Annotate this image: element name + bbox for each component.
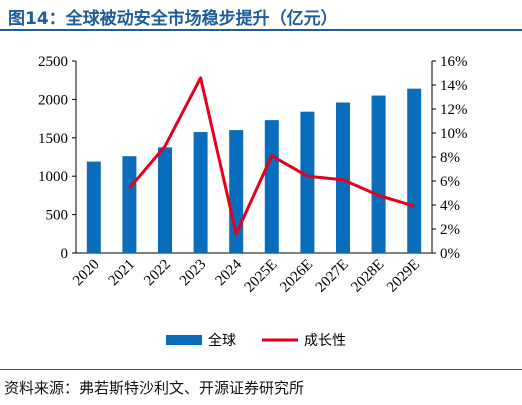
x-tick-label: 2026E	[277, 257, 316, 296]
source-note: 资料来源：弗若斯特沙利文、开源证券研究所	[4, 379, 305, 397]
footer-divider	[0, 369, 522, 370]
right-y-tick-label: 12%	[440, 102, 468, 118]
bar	[300, 111, 315, 253]
bar-series	[86, 88, 422, 253]
right-y-tick-label: 16%	[440, 54, 468, 70]
x-tick-labels: 2020 2021 2022 2023 20242025E2026E2027E2028E…	[70, 256, 423, 295]
x-tick-label: 2027E	[313, 257, 352, 296]
left-y-tick-labels: 0 500 1000 1500 2000 2500	[38, 54, 68, 262]
legend-line-label: 成长性	[304, 333, 346, 349]
left-y-tick-label: 1500	[38, 131, 68, 147]
x-tick-label: 2022	[141, 257, 174, 290]
right-y-tick-label: 2%	[440, 222, 460, 238]
right-y-tick-label: 4%	[440, 198, 460, 214]
bar	[193, 132, 208, 253]
left-y-tick-label: 2000	[38, 92, 68, 108]
bar	[336, 102, 350, 253]
bar	[158, 147, 172, 253]
left-y-tick-label: 500	[46, 208, 69, 224]
bar	[86, 161, 101, 253]
bar	[371, 95, 386, 253]
legend: 全球 成长性	[166, 332, 346, 349]
x-tick-label: 2028E	[348, 257, 387, 296]
left-y-tick-label: 2500	[38, 54, 68, 70]
x-tick-label: 2023	[177, 257, 210, 290]
legend-bar-label: 全球	[208, 332, 236, 349]
legend-bar-swatch	[166, 335, 202, 345]
x-tick-label: 2020	[70, 257, 103, 290]
bar	[407, 88, 422, 253]
chart-title: 图14：全球被动安全市场稳步提升（亿元）	[8, 9, 338, 29]
bar	[264, 120, 279, 253]
left-y-tick-label: 0	[61, 246, 69, 262]
right-y-tick-label: 8%	[440, 150, 460, 166]
x-tick-label: 2029E	[384, 257, 423, 296]
right-y-tick-label: 14%	[440, 78, 468, 94]
right-y-tick-label: 0%	[440, 246, 460, 262]
line-series	[128, 76, 415, 236]
bar	[122, 156, 137, 253]
chart: 2020 2021 2022 2023 20242025E2026E2027E2028E…	[38, 54, 468, 349]
right-y-tick-labels: 0% 2% 4% 6% 8% 10% 12% 14% 16%	[440, 54, 468, 262]
x-tick-label: 2025E	[242, 257, 281, 296]
right-y-tick-label: 6%	[440, 174, 460, 190]
right-y-tick-label: 10%	[440, 126, 468, 142]
x-tick-label: 2021	[106, 257, 139, 290]
left-y-tick-label: 1000	[38, 169, 68, 185]
title-divider	[0, 29, 522, 31]
